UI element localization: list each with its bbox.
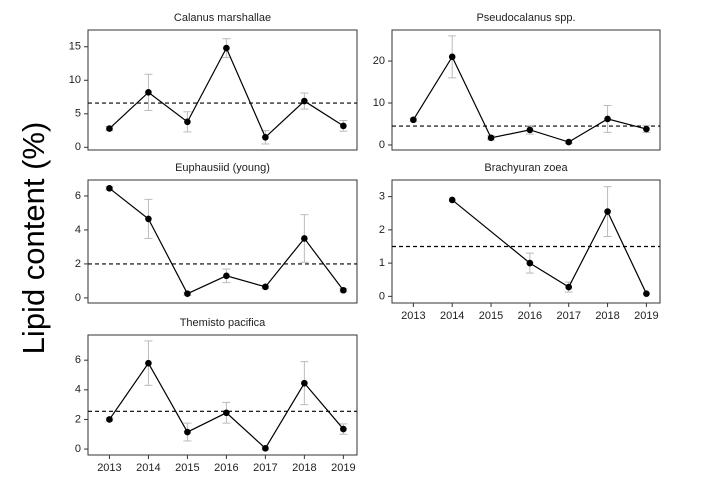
data-point: [526, 126, 534, 134]
data-point: [106, 185, 113, 192]
data-point: [223, 272, 230, 280]
data-point: [223, 44, 230, 52]
data-point: [340, 425, 347, 433]
data-point: [106, 125, 113, 132]
y-tick-label: 0: [75, 443, 81, 455]
data-point: [106, 416, 113, 423]
data-point: [526, 259, 534, 267]
x-tick-label: 2014: [136, 462, 160, 474]
y-tick-label: 0: [75, 292, 81, 304]
data-point: [184, 428, 191, 436]
y-tick-label: 10: [373, 97, 385, 109]
y-tick-label: 0: [379, 290, 385, 302]
y-tick-label: 2: [379, 224, 385, 236]
panel-title: Brachyuran zoea: [484, 162, 568, 174]
data-point: [410, 116, 417, 124]
y-tick-label: 3: [379, 191, 385, 203]
data-point: [223, 409, 230, 417]
y-tick-label: 4: [75, 224, 81, 236]
plot-frame: [87, 334, 358, 456]
data-point: [643, 290, 650, 297]
data-point: [604, 208, 611, 215]
panel-title: Euphausiid (young): [175, 162, 270, 174]
data-point: [301, 379, 308, 387]
y-tick-label: 2: [75, 413, 81, 425]
x-tick-label: 2018: [292, 462, 316, 474]
data-point: [145, 359, 152, 367]
data-point: [184, 290, 191, 297]
x-tick-label: 2015: [479, 310, 503, 322]
data-point: [565, 283, 573, 291]
y-tick-label: 4: [75, 384, 81, 396]
y-tick-label: 5: [75, 108, 81, 120]
data-point: [301, 235, 308, 242]
x-tick-label: 2013: [401, 310, 425, 322]
y-tick-label: 1: [379, 257, 385, 269]
x-tick-label: 2014: [440, 310, 464, 322]
plot-frame: [391, 29, 661, 151]
data-point: [184, 118, 191, 126]
data-point: [262, 283, 269, 291]
y-tick-label: 0: [75, 141, 81, 153]
x-tick-label: 2018: [595, 310, 619, 322]
y-tick-label: 6: [75, 190, 81, 202]
y-tick-label: 20: [373, 55, 385, 67]
x-tick-label: 2016: [518, 310, 542, 322]
data-point: [340, 286, 347, 294]
x-tick-label: 2013: [97, 462, 121, 474]
x-tick-label: 2016: [214, 462, 238, 474]
x-tick-label: 2019: [331, 462, 355, 474]
x-tick-label: 2015: [175, 462, 199, 474]
y-tick-label: 2: [75, 258, 81, 270]
data-point: [145, 215, 152, 223]
plot-frame: [87, 29, 358, 151]
data-point: [448, 196, 456, 204]
y-tick-label: 10: [69, 74, 81, 86]
data-point: [145, 89, 152, 96]
data-point: [340, 122, 347, 130]
y-tick-label: 0: [379, 139, 385, 151]
x-tick-label: 2019: [634, 310, 658, 322]
data-point: [301, 97, 308, 105]
x-tick-label: 2017: [556, 310, 580, 322]
panel-title: Calanus marshallae: [174, 12, 271, 24]
data-point: [448, 53, 456, 61]
y-tick-label: 15: [69, 41, 81, 53]
data-point: [565, 138, 573, 146]
y-axis-label: Lipid content (%): [16, 122, 51, 355]
data-point: [262, 445, 269, 452]
data-point: [262, 133, 269, 141]
panel-title: Pseudocalanus spp.: [476, 12, 575, 24]
plot-frame: [391, 179, 661, 304]
data-point: [604, 115, 611, 123]
x-tick-label: 2017: [253, 462, 277, 474]
y-tick-label: 6: [75, 354, 81, 366]
data-point: [643, 125, 650, 133]
plot-frame: [87, 179, 358, 304]
panel-title: Themisto pacifica: [180, 317, 266, 329]
data-point: [487, 134, 495, 142]
